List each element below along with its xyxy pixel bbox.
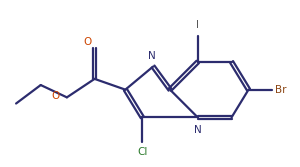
Text: N: N [194,125,202,135]
Text: O: O [84,37,92,47]
Text: N: N [148,51,155,61]
Text: Br: Br [275,85,286,95]
Text: I: I [196,20,199,30]
Text: Cl: Cl [137,147,148,157]
Text: O: O [52,91,60,101]
